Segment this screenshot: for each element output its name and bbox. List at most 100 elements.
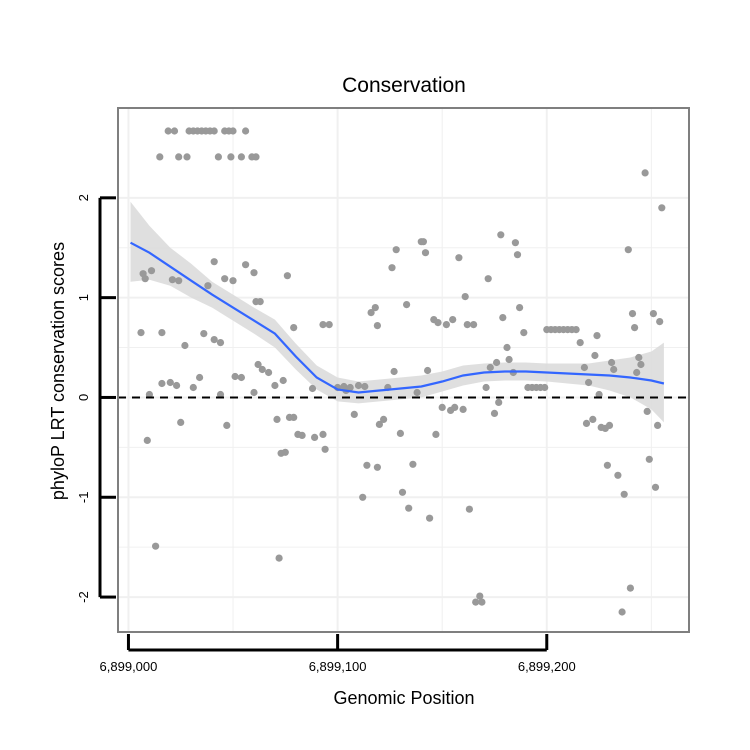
data-point [658,204,666,212]
data-point [258,365,266,374]
data-point [490,409,499,417]
data-point [231,372,239,381]
data-point [147,267,156,275]
data-point [175,153,183,161]
data-point [463,321,471,329]
data-point [271,381,279,390]
y-tick-label: 2 [76,194,91,201]
data-point [183,153,191,161]
data-point [413,388,421,397]
data-point [227,153,235,161]
data-point [424,366,432,375]
data-point [513,251,522,259]
data-point [145,390,153,399]
data-point [196,373,204,382]
confidence-band-area [130,201,664,423]
data-point [476,592,484,600]
grid-lines [118,108,689,632]
data-point [633,368,641,377]
x-axis-label: Genomic Position [333,688,474,708]
y-tick-label: 1 [76,294,91,301]
data-point [204,282,212,290]
data-point [465,505,473,513]
data-point [290,413,298,421]
data-point [576,339,584,347]
data-point [610,365,618,374]
data-point [177,418,185,426]
data-point [166,378,174,387]
data-point [216,390,225,399]
data-point [580,363,589,372]
data-point [390,367,398,376]
data-point [281,448,289,456]
data-point [325,321,333,329]
data-point [603,461,612,469]
data-point [143,436,151,444]
data-point [210,258,218,266]
data-point [256,298,264,306]
data-point [346,383,354,392]
data-point [359,493,367,501]
data-point [396,429,404,437]
data-point [503,343,511,352]
scatter-points [137,127,666,616]
data-point [158,379,166,388]
axes: -2 -1 0 1 2 6,899,000 6,899,100 6,899,200 [76,194,576,674]
data-point [214,153,222,161]
data-point [279,376,287,385]
data-point [438,403,446,411]
data-point [273,415,281,423]
data-point [626,584,635,592]
data-point [237,153,245,161]
data-point [472,598,480,606]
data-point [591,351,599,360]
data-point [432,430,440,438]
data-point [367,309,375,317]
data-point [189,383,197,392]
data-point [229,277,237,285]
data-point [371,304,379,312]
data-point [354,381,363,390]
y-tick-label: 0 [76,394,91,401]
data-point [229,127,237,135]
data-point [486,363,494,372]
data-point [649,310,658,318]
x-tick-label: 6,899,100 [309,659,367,674]
data-point [511,239,519,247]
data-point [250,269,258,277]
data-point [421,249,430,257]
data-point [641,169,649,177]
data-point [398,488,407,496]
data-point [175,277,183,285]
data-point [585,378,593,387]
data-point [298,431,306,439]
data-point [455,254,463,262]
data-point [451,403,459,411]
data-point [618,608,626,616]
data-point [403,301,411,309]
data-point [283,272,291,280]
data-point [388,264,396,272]
data-point [181,341,189,350]
data-point [635,353,643,362]
data-point [499,314,507,322]
data-point [637,360,645,369]
data-point [582,419,591,427]
loess-smooth-line [129,241,665,394]
data-point [654,421,662,429]
data-point [265,368,273,377]
data-point [409,460,417,468]
data-point [593,332,601,340]
data-point [624,246,632,254]
data-point [614,471,622,479]
data-point [200,330,208,338]
data-point [505,355,513,364]
data-point [250,388,258,397]
data-point [152,542,160,550]
data-point [350,410,358,418]
x-tick-label: 6,899,000 [100,659,158,674]
data-point [168,276,176,284]
data-point [482,383,490,392]
data-point [645,455,653,463]
